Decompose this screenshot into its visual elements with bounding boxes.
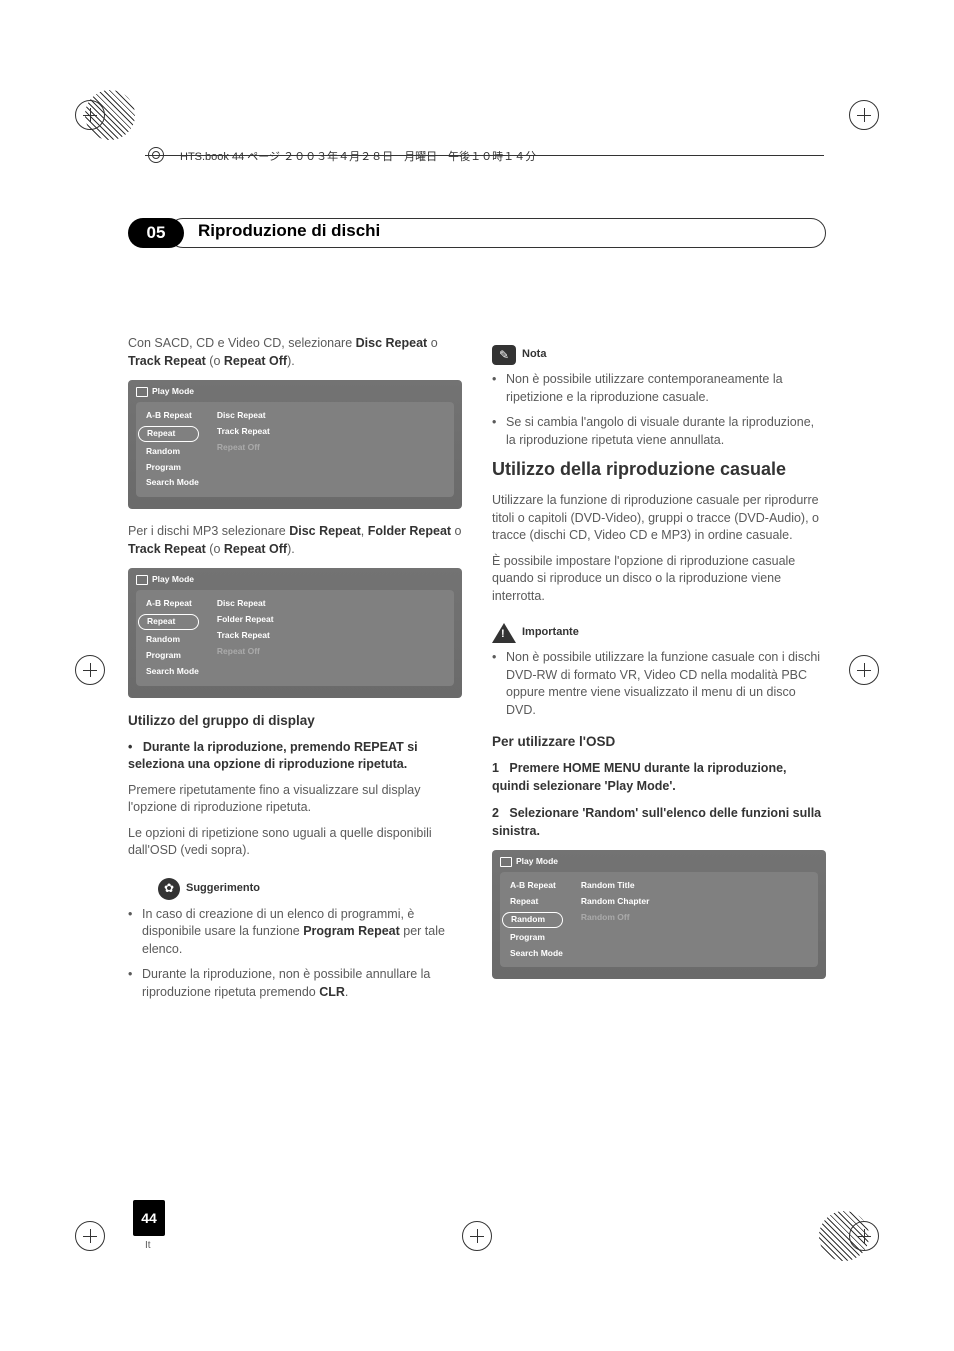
menu-item-selected: Repeat [138, 614, 199, 630]
menu-option: Folder Repeat [217, 614, 274, 626]
chapter-header: 05 Riproduzione di dischi [128, 218, 826, 252]
menu-item: Random [146, 446, 199, 458]
right-column: ✎ Nota Non è possibile utilizzare contem… [492, 295, 826, 1009]
crop-mark [75, 100, 105, 130]
page-number: 44 [133, 1200, 165, 1236]
menu-icon [136, 575, 148, 585]
page-language: It [145, 1240, 151, 1251]
header-crop-text: HTS.book 44 ページ ２００３年４月２８日 月曜日 午後１０時１４分 [180, 148, 536, 164]
menu-title: Play Mode [136, 574, 454, 586]
step-2: 2 Selezionare 'Random' sull'elenco delle… [492, 805, 826, 840]
menu-item: Random [146, 634, 199, 646]
gear-icon: ✿ [158, 878, 180, 900]
crop-mark [75, 655, 105, 685]
importante-item: Non è possibile utilizzare la funzione c… [506, 649, 826, 719]
menu-item: A-B Repeat [146, 598, 199, 610]
importante-label: Importante [522, 625, 579, 640]
nota-item: Non è possibile utilizzare contemporanea… [506, 371, 826, 406]
menu-option: Disc Repeat [217, 410, 270, 422]
left-column: Con SACD, CD e Video CD, selezionare Dis… [128, 295, 462, 1009]
header-dot-icon [148, 147, 164, 163]
menu-item: Search Mode [146, 477, 199, 489]
menu-item: Repeat [510, 896, 563, 908]
menu-item: Program [146, 462, 199, 474]
chapter-number: 05 [128, 218, 184, 248]
step-desc: Premere ripetutamente fino a visualizzar… [128, 782, 462, 817]
heading-random: Utilizzo della riproduzione casuale [492, 457, 826, 482]
menu-item: A-B Repeat [146, 410, 199, 422]
crop-mark [849, 655, 879, 685]
step-text: • Durante la riproduzione, premendo REPE… [128, 739, 462, 774]
play-mode-menu-3: Play Mode A-B Repeat Repeat Random Progr… [492, 850, 826, 979]
intro-paragraph: Con SACD, CD e Video CD, selezionare Dis… [128, 335, 462, 370]
step-note: Le opzioni di ripetizione sono uguali a … [128, 825, 462, 860]
crop-mark [849, 1221, 879, 1251]
tip-heading: ✿ Suggerimento [128, 878, 260, 900]
menu-item-selected: Random [502, 912, 563, 928]
menu-option-dim: Random Off [581, 912, 649, 924]
importante-heading: ! Importante [492, 623, 579, 643]
subheading-osd: Per utilizzare l'OSD [492, 733, 826, 752]
menu-item: A-B Repeat [510, 880, 563, 892]
subheading-display: Utilizzo del gruppo di display [128, 712, 462, 731]
menu-item-selected: Repeat [138, 426, 199, 442]
menu-option: Track Repeat [217, 426, 270, 438]
menu-option: Random Title [581, 880, 649, 892]
nota-label: Nota [522, 347, 546, 362]
crop-mark [462, 1221, 492, 1251]
menu-option: Disc Repeat [217, 598, 274, 610]
menu-icon [500, 857, 512, 867]
nota-item: Se si cambia l'angolo di visuale durante… [506, 414, 826, 449]
menu-item: Search Mode [146, 666, 199, 678]
menu-option-dim: Repeat Off [217, 646, 274, 658]
random-desc1: Utilizzare la funzione di riproduzione c… [492, 492, 826, 545]
random-desc2: È possibile impostare l'opzione di ripro… [492, 553, 826, 606]
nota-heading: ✎ Nota [492, 345, 546, 365]
menu-item: Program [146, 650, 199, 662]
crop-mark [849, 100, 879, 130]
menu-title: Play Mode [500, 856, 818, 868]
menu-item: Search Mode [510, 948, 563, 960]
step-1: 1 Premere HOME MENU durante la riproduzi… [492, 760, 826, 795]
crop-mark [75, 1221, 105, 1251]
menu-option: Random Chapter [581, 896, 649, 908]
chapter-title: Riproduzione di dischi [198, 221, 380, 241]
mp3-paragraph: Per i dischi MP3 selezionare Disc Repeat… [128, 523, 462, 558]
content-area: Con SACD, CD e Video CD, selezionare Dis… [128, 295, 826, 1009]
menu-option: Track Repeat [217, 630, 274, 642]
menu-icon [136, 387, 148, 397]
menu-item: Program [510, 932, 563, 944]
tip-item: In caso di creazione di un elenco di pro… [142, 906, 462, 959]
note-icon: ✎ [492, 345, 516, 365]
tip-item: Durante la riproduzione, non è possibile… [142, 966, 462, 1001]
play-mode-menu-1: Play Mode A-B Repeat Repeat Random Progr… [128, 380, 462, 509]
menu-option-dim: Repeat Off [217, 442, 270, 454]
tip-label: Suggerimento [186, 881, 260, 896]
menu-title: Play Mode [136, 386, 454, 398]
play-mode-menu-2: Play Mode A-B Repeat Repeat Random Progr… [128, 568, 462, 697]
